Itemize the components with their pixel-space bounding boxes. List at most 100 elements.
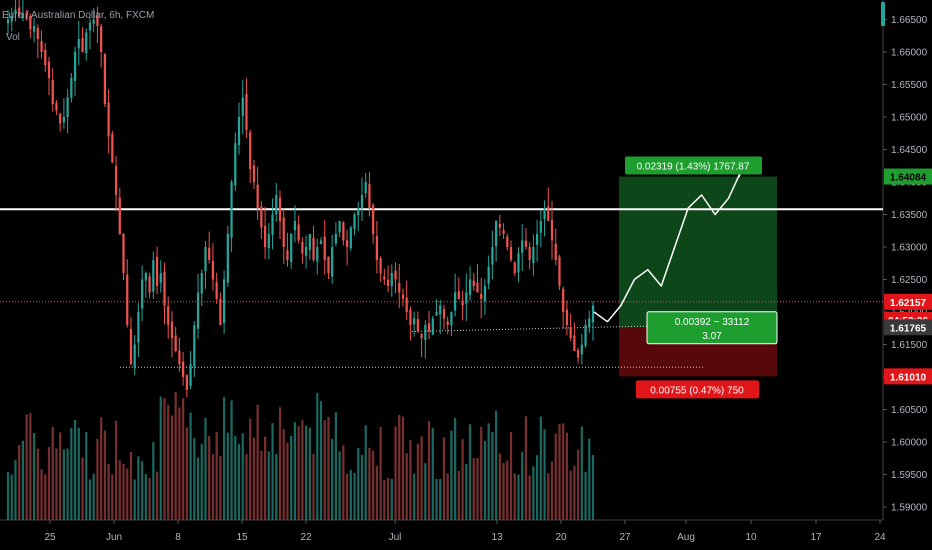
candle-body bbox=[383, 276, 386, 280]
candle-body bbox=[580, 344, 583, 355]
candle-body bbox=[543, 208, 546, 220]
volume-bar bbox=[543, 429, 546, 520]
candle-body bbox=[271, 214, 274, 235]
volume-bar bbox=[576, 449, 580, 520]
volume-bar bbox=[398, 414, 401, 520]
time-tick-label: Jun bbox=[106, 532, 122, 543]
candle-body bbox=[263, 225, 267, 247]
price-tick-label: 1.63000 bbox=[891, 243, 928, 254]
candle-body bbox=[70, 78, 73, 98]
volume-bar bbox=[107, 463, 110, 520]
candle-body bbox=[21, 13, 25, 19]
candle-body bbox=[196, 292, 200, 329]
candle-body bbox=[286, 250, 289, 260]
candle-body bbox=[312, 237, 315, 260]
candle-body bbox=[230, 182, 233, 238]
volume-bar bbox=[502, 463, 505, 520]
volume-bar bbox=[10, 474, 13, 520]
volume-bar bbox=[539, 416, 542, 520]
volume-bar bbox=[334, 412, 338, 520]
volume-bar bbox=[480, 426, 483, 520]
target-price-tag-text: 1.64084 bbox=[890, 173, 927, 184]
time-tick-label: Aug bbox=[677, 532, 695, 543]
candle-body bbox=[308, 234, 311, 251]
price-tick-label: 1.66000 bbox=[891, 48, 928, 59]
candle-body bbox=[122, 234, 125, 273]
volume-bar bbox=[312, 453, 315, 520]
candle-body bbox=[249, 132, 252, 169]
candle-body bbox=[360, 195, 364, 208]
volume-bar bbox=[331, 439, 334, 520]
volume-bar bbox=[498, 453, 501, 520]
volume-bar bbox=[308, 427, 311, 520]
position-zones[interactable] bbox=[619, 176, 777, 377]
volume-bar bbox=[44, 474, 47, 520]
volume-bar bbox=[368, 447, 371, 520]
candle-body bbox=[386, 279, 390, 286]
volume-bar bbox=[237, 443, 241, 520]
candle-body bbox=[349, 227, 352, 249]
alt-price-tag-bg bbox=[884, 319, 932, 336]
candle-body bbox=[297, 224, 300, 241]
volume-bar bbox=[532, 466, 535, 520]
scroll-handle[interactable] bbox=[881, 2, 885, 26]
volume-bar bbox=[141, 461, 144, 520]
candle-body bbox=[427, 323, 431, 332]
time-axis[interactable]: 25 Jun 8 15 22 Jul 13 20 27 Aug 10 17 24 bbox=[0, 519, 886, 543]
volume-bar bbox=[420, 436, 423, 520]
time-tick-label: 25 bbox=[44, 532, 56, 543]
volume-bar bbox=[92, 473, 95, 520]
volume-bar bbox=[59, 432, 62, 520]
candle-body bbox=[394, 270, 397, 280]
volume-bar bbox=[439, 479, 442, 520]
volume-bar bbox=[163, 397, 166, 520]
volume-bar bbox=[222, 396, 226, 520]
candle-body bbox=[114, 166, 118, 195]
volume-bar bbox=[114, 420, 118, 520]
volume-bar bbox=[55, 448, 58, 520]
candle-body bbox=[338, 221, 341, 233]
volume-bar bbox=[70, 427, 73, 520]
candle-body bbox=[152, 260, 155, 292]
volume-bar bbox=[457, 470, 460, 520]
candle-body bbox=[357, 208, 360, 216]
time-tick-label: 17 bbox=[810, 532, 822, 543]
volume-bar bbox=[21, 440, 25, 520]
price-tick-label: 1.61500 bbox=[891, 340, 928, 351]
volume-bar bbox=[547, 473, 550, 520]
candle-body bbox=[282, 217, 285, 247]
candle-body bbox=[275, 195, 278, 215]
drawn-lines[interactable] bbox=[0, 208, 883, 368]
candle-body bbox=[100, 26, 103, 52]
candle-body bbox=[487, 266, 490, 284]
volume-bar bbox=[588, 438, 591, 520]
volume-bar bbox=[360, 454, 364, 520]
volume-bar bbox=[36, 448, 39, 520]
volume-bar bbox=[528, 475, 531, 520]
volume-bar bbox=[286, 442, 289, 520]
volume-bar bbox=[379, 427, 382, 520]
candle-body bbox=[92, 19, 95, 24]
volume-bar bbox=[584, 471, 587, 520]
volume-bar bbox=[413, 473, 416, 520]
volume-bar bbox=[353, 472, 356, 520]
time-tick-label: 13 bbox=[491, 532, 503, 543]
volume-bar bbox=[100, 417, 103, 520]
price-tick-label: 1.63500 bbox=[891, 210, 928, 221]
candle-body bbox=[584, 325, 587, 346]
volume-bar bbox=[535, 455, 539, 520]
candle-body bbox=[47, 61, 51, 78]
volume-bar bbox=[513, 473, 516, 520]
candle-body bbox=[562, 288, 565, 312]
volume-bar bbox=[226, 432, 229, 520]
candle-body bbox=[539, 221, 542, 233]
volume-bar bbox=[524, 416, 528, 520]
candle-body bbox=[524, 240, 528, 247]
candle-body bbox=[182, 361, 185, 377]
volume-bar bbox=[241, 433, 244, 520]
volume-bar bbox=[88, 479, 92, 520]
volume-bar bbox=[66, 448, 69, 520]
candle-body bbox=[554, 243, 557, 260]
